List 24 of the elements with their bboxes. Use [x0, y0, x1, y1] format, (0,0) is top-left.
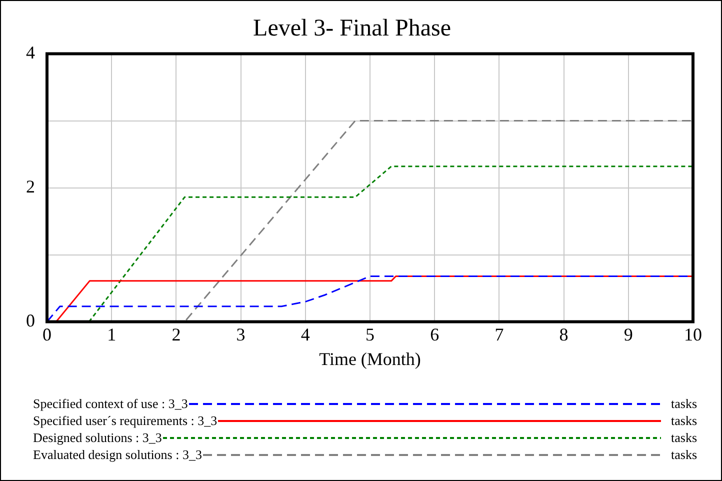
legend-label: Designed solutions : 3_3: [33, 430, 162, 446]
y-tick-label: 4: [26, 42, 35, 63]
x-tick-label: 0: [42, 324, 52, 344]
legend-label: Evaluated design solutions : 3_3: [33, 446, 202, 462]
x-tick-label: 7: [494, 324, 504, 344]
chart-title: Level 3- Final Phase: [253, 16, 451, 42]
legend-label: Specified context of use : 3_3: [33, 396, 188, 412]
x-tick-label: 8: [559, 324, 568, 344]
x-tick-label: 3: [236, 324, 246, 344]
x-axis-title: Time (Month): [319, 348, 421, 369]
text: tasks: [671, 446, 698, 462]
y-tick-label: 2: [26, 176, 35, 197]
x-tick-label: 4: [300, 324, 310, 344]
x-tick-label: 1: [107, 324, 116, 344]
x-tick-label: 10: [684, 324, 702, 344]
text: tasks: [671, 412, 698, 428]
y-tick-label: 0: [26, 310, 35, 331]
x-tick-label: 9: [624, 324, 633, 344]
text: tasks: [671, 396, 698, 412]
text: tasks: [671, 430, 698, 446]
legend-label: Specified user´s requirements : 3_3: [33, 412, 218, 428]
x-tick-label: 6: [430, 324, 440, 344]
x-tick-label: 2: [172, 324, 181, 344]
x-tick-label: 5: [366, 324, 374, 344]
